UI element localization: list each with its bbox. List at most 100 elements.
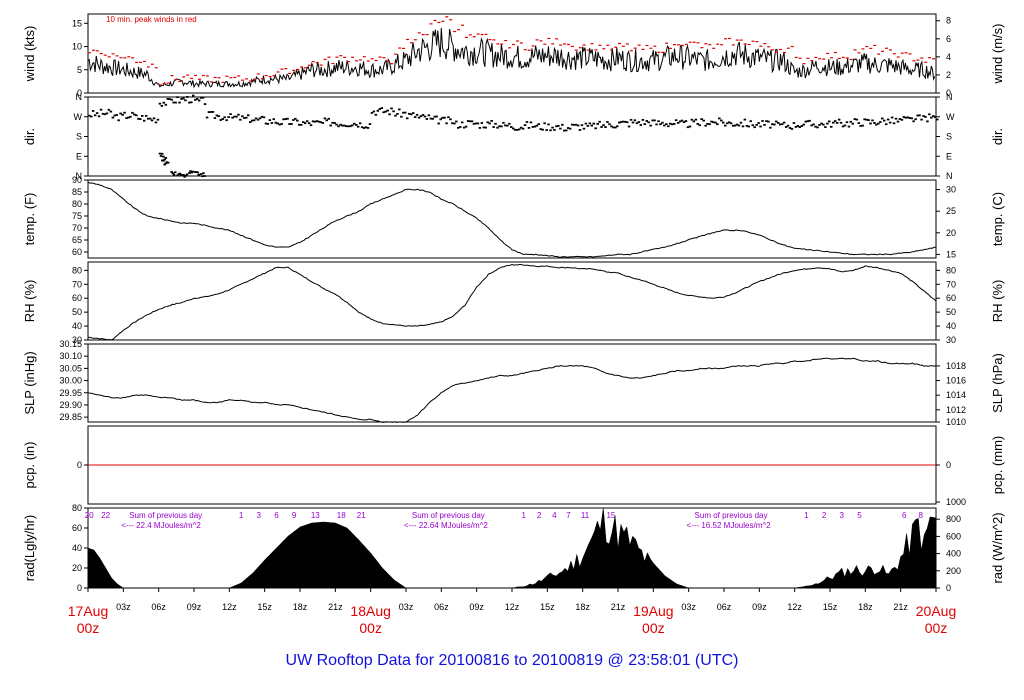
dir-point — [928, 113, 931, 116]
dir-point — [570, 123, 574, 126]
dir-point — [417, 116, 421, 119]
wind-right-tick-label: 0 — [946, 88, 951, 98]
dir-point — [99, 108, 103, 111]
dir-point — [143, 119, 146, 122]
time-axis-labels: 03z 06z 09z 12z 15z 18z 21z 03z 06z 09z 12z 15z 18z 2… — [68, 588, 956, 636]
dir-ytick-label: E — [76, 151, 82, 161]
dir-point — [525, 121, 529, 123]
dir-point — [749, 120, 752, 123]
dir-point — [235, 115, 238, 118]
rad-right-tick-label: 1000 — [946, 497, 966, 507]
dir-point — [515, 129, 519, 131]
wind-ylabel-left: wind (kts) — [22, 26, 37, 83]
dir-point — [362, 127, 366, 129]
dir-point — [600, 126, 603, 128]
dir-point — [755, 124, 758, 126]
slp-right-tick-label: 1014 — [946, 390, 966, 400]
dir-point — [182, 97, 185, 100]
dir-point — [527, 127, 531, 129]
dir-point — [480, 122, 484, 124]
dir-point — [696, 123, 699, 125]
rad-daily-sum-label: Sum of previous day — [695, 511, 768, 520]
temp-series-line — [87, 181, 936, 258]
page-title: UW Rooftop Data for 20100816 to 20100819… — [285, 652, 739, 669]
dir-point — [163, 158, 166, 161]
dir-point — [910, 117, 913, 120]
dir-point — [93, 114, 97, 117]
dir-point — [411, 112, 415, 114]
dir-point — [535, 124, 539, 127]
dir-point — [95, 112, 99, 114]
dir-point — [437, 122, 440, 125]
dir-point — [918, 114, 921, 117]
dir-point — [496, 126, 499, 129]
dir-point — [883, 119, 886, 122]
dir-point — [739, 121, 743, 124]
dir-right-tick-label: E — [946, 151, 952, 161]
dir-point — [429, 117, 433, 120]
dir-point — [196, 98, 199, 100]
dir-point — [718, 117, 721, 120]
rad-daily-sum-label: Sum of previous day — [129, 511, 202, 520]
dir-point — [185, 173, 189, 176]
dir-point — [343, 124, 346, 127]
dir-point — [521, 127, 525, 130]
dir-point — [276, 122, 279, 125]
dir-point — [692, 120, 696, 123]
dir-point — [464, 125, 468, 128]
dir-point — [315, 120, 319, 122]
dir-point — [250, 119, 254, 122]
dir-point — [519, 126, 523, 129]
dir-right-tick-label: W — [946, 112, 955, 122]
temp-right-tick-label: 30 — [946, 185, 956, 195]
rad-right-tick-label: 400 — [946, 549, 961, 559]
dir-point — [376, 109, 380, 112]
x-tick-label: 09z — [752, 602, 767, 612]
slp-ytick-label: 30.00 — [59, 376, 82, 386]
dir-point — [881, 117, 884, 120]
rad-hour-mark: 5 — [857, 511, 862, 520]
dir-point — [900, 118, 904, 121]
dir-point — [447, 116, 450, 119]
dir-point — [189, 170, 192, 173]
dir-point — [408, 112, 411, 115]
dir-point — [671, 123, 674, 126]
dir-point — [669, 122, 672, 125]
dir-point — [769, 126, 772, 129]
dir-point — [286, 117, 289, 120]
dir-point — [608, 123, 611, 126]
dir-point — [90, 115, 93, 118]
dir-point — [841, 125, 845, 128]
rad-ytick-label: 60 — [72, 523, 82, 533]
dir-point — [333, 122, 336, 124]
dir-point — [657, 120, 660, 123]
dir-point — [478, 127, 482, 129]
dir-point — [192, 94, 195, 97]
dir-point — [631, 121, 635, 124]
temp-ytick-label: 75 — [72, 211, 82, 221]
dir-point — [123, 111, 126, 114]
dir-point — [714, 121, 717, 124]
dir-point — [146, 117, 150, 120]
dir-point — [170, 98, 173, 101]
dir-point — [307, 122, 311, 125]
dir-point — [174, 171, 177, 174]
dir-point — [867, 119, 870, 121]
dir-point — [904, 116, 908, 119]
dir-point — [202, 172, 205, 175]
dir-point — [205, 116, 209, 119]
dir-point — [930, 116, 933, 119]
dir-point — [816, 126, 819, 129]
dir-point — [317, 120, 321, 123]
dir-point — [462, 126, 466, 129]
dir-point — [225, 119, 228, 122]
dir-point — [886, 118, 890, 121]
dir-point — [241, 115, 244, 118]
dir-point — [629, 118, 633, 121]
dir-point — [402, 111, 405, 114]
dir-point — [109, 110, 113, 113]
dir-point — [568, 127, 572, 130]
dir-point — [161, 152, 164, 155]
dir-point — [150, 119, 154, 122]
